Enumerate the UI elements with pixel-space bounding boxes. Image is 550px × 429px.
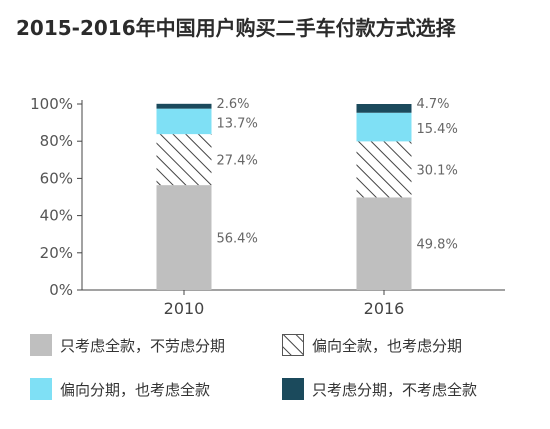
bar-segment [156, 108, 212, 135]
chart-title: 2015-2016年中国用户购买二手车付款方式选择 [16, 16, 456, 40]
data-label: 15.4% [417, 122, 458, 137]
y-tick-label: 60% [40, 169, 73, 187]
data-label: 56.4% [217, 232, 258, 247]
data-label: 13.7% [217, 116, 258, 131]
bar-segment [356, 197, 412, 290]
x-tick-label: 2010 [164, 299, 205, 318]
y-tick-label: 80% [40, 132, 73, 150]
x-tick-label: 2016 [364, 299, 405, 318]
data-label: 2.6% [217, 97, 250, 112]
data-label: 30.1% [417, 163, 458, 178]
y-tick-label: 0% [49, 281, 73, 299]
y-tick-label: 40% [40, 207, 73, 225]
bar-segment [356, 104, 412, 113]
bar-segment [356, 112, 412, 142]
bar-segment [156, 185, 212, 290]
data-label: 49.8% [417, 238, 458, 253]
data-label: 27.4% [217, 154, 258, 169]
bar-segment [356, 141, 412, 198]
bar-segment [156, 103, 212, 109]
bar-segment [156, 134, 212, 186]
y-tick-label: 100% [30, 95, 73, 113]
y-tick-label: 20% [40, 244, 73, 262]
data-label: 4.7% [417, 97, 450, 112]
